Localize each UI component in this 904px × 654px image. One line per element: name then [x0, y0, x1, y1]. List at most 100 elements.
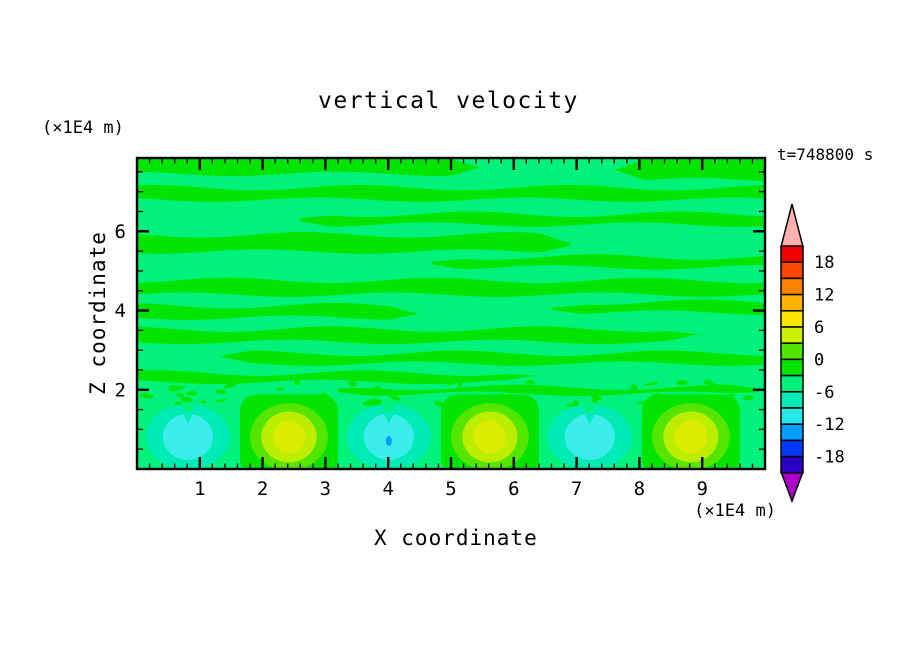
speckle	[590, 395, 602, 401]
speckle	[276, 387, 285, 391]
speckle	[390, 395, 401, 401]
x-tick-label: 1	[194, 478, 205, 500]
colorbar-box	[780, 326, 804, 344]
contour-band	[432, 254, 765, 270]
colorbar-box	[780, 374, 804, 393]
time-annotation: t=748800 s	[777, 145, 874, 164]
x-tick-label: 3	[320, 478, 331, 500]
speckle	[503, 389, 516, 394]
x-tick-label: 5	[445, 478, 456, 500]
speckle	[215, 389, 227, 394]
colorbar-box	[780, 277, 804, 296]
speckle	[676, 380, 688, 386]
colorbar-label: 18	[814, 253, 834, 273]
speckle	[223, 382, 238, 389]
colorbar-label: -12	[814, 415, 845, 435]
speckle	[630, 384, 638, 391]
speckle	[708, 383, 720, 388]
x-tick-label: 6	[508, 478, 519, 500]
contour-band	[137, 277, 765, 297]
colorbar-box	[780, 407, 804, 425]
speckle	[483, 389, 488, 393]
updraft-ring	[674, 420, 708, 454]
speckle	[525, 379, 535, 385]
colorbar-over-arrow	[780, 203, 804, 248]
y-axis-units: (×1E4 m)	[42, 118, 124, 138]
speckle	[180, 397, 193, 402]
colorbar-label: -6	[814, 383, 834, 403]
plot-frame	[135, 156, 767, 471]
notch	[382, 411, 395, 424]
notch	[380, 402, 397, 419]
updraft-ring	[473, 420, 507, 454]
speckle	[373, 385, 381, 390]
contour-field	[137, 158, 765, 469]
contour-band	[137, 303, 420, 320]
notch	[583, 411, 596, 424]
colorbar-label: 0	[814, 350, 824, 370]
colorbar-box	[780, 293, 804, 312]
speckle	[565, 403, 579, 407]
speckle	[703, 379, 713, 385]
speckle	[348, 380, 357, 387]
colorbar-under-arrow	[779, 471, 805, 504]
notch	[179, 402, 196, 419]
notch	[181, 411, 194, 424]
speckle	[294, 379, 301, 386]
colorbar-label: 12	[814, 286, 834, 306]
speckle	[742, 395, 754, 401]
colorbar-box	[780, 261, 804, 280]
colorbar-box	[780, 423, 804, 442]
contour-band	[614, 158, 765, 182]
y-tick-label: 6	[115, 221, 126, 243]
x-axis-label: X coordinate	[374, 526, 538, 550]
contour-band	[137, 184, 765, 202]
contour-band	[137, 232, 571, 254]
contour-band	[137, 370, 539, 385]
contour-band	[137, 326, 703, 344]
x-tick-label: 8	[634, 478, 645, 500]
colorbar-box	[780, 342, 804, 361]
tick-labels: 1 2 3 4 5 6 7 8 9 2 4 6	[115, 221, 708, 500]
colorbar-box	[780, 391, 804, 409]
plot-title: vertical velocity	[318, 88, 579, 114]
downdraft-ring	[162, 413, 213, 460]
contour-band	[551, 299, 765, 315]
colorbar-box	[780, 455, 804, 474]
contour-band	[300, 211, 765, 227]
x-axis-units: (×1E4 m)	[694, 501, 776, 521]
speckle	[139, 393, 154, 399]
downdraft-core-dot	[385, 435, 392, 446]
speckle	[446, 380, 454, 386]
y-tick-label: 4	[115, 300, 126, 322]
contour-band	[338, 384, 759, 396]
y-tick-label: 2	[115, 379, 126, 401]
speckle	[168, 385, 178, 392]
colorbar-box	[780, 358, 804, 377]
x-tick-label: 7	[571, 478, 582, 500]
speckle	[200, 400, 207, 404]
notch	[581, 402, 598, 419]
colorbar-label: -18	[814, 448, 845, 468]
downdraft-ring	[564, 413, 615, 460]
x-tick-label: 4	[382, 478, 393, 500]
speckle	[457, 382, 463, 388]
speckle	[362, 400, 378, 406]
colorbar-box	[780, 310, 804, 328]
updraft-ring	[272, 420, 306, 454]
speckle	[527, 385, 538, 392]
speckle	[186, 391, 198, 396]
colorbar-box	[780, 439, 804, 458]
colorbar-label: 6	[814, 318, 824, 338]
speckle	[176, 392, 184, 398]
contour-band	[218, 350, 765, 366]
x-tick-label: 2	[257, 478, 268, 500]
speckle	[215, 398, 227, 403]
colorbar-box	[780, 245, 804, 263]
contour-band	[137, 158, 483, 177]
x-tick-label: 9	[696, 478, 707, 500]
speckle	[644, 381, 660, 386]
colorbar: 18 12 6 0 -6 -12 -18	[779, 203, 845, 504]
